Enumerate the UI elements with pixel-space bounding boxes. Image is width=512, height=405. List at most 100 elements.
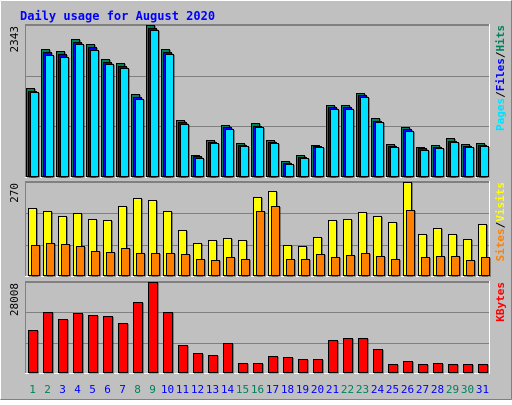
- bar-kbytes: [223, 343, 233, 373]
- bar-kbytes: [253, 363, 263, 373]
- bar-sites: [211, 260, 220, 276]
- day-label: 23: [356, 383, 369, 396]
- bar-kbytes: [73, 313, 83, 373]
- bar-pages: [90, 50, 99, 177]
- bar-kbytes: [103, 316, 113, 373]
- legend: Sites/Visits: [494, 182, 507, 262]
- legend-visits: Visits: [494, 182, 507, 222]
- bar-pages: [135, 99, 144, 177]
- bar-pages: [60, 57, 69, 177]
- legend: KBytes: [494, 282, 507, 322]
- day-label: 4: [74, 383, 81, 396]
- bar-kbytes: [433, 363, 443, 373]
- bar-pages: [360, 97, 369, 177]
- day-label: 26: [401, 383, 414, 396]
- bar-kbytes: [298, 359, 308, 373]
- bar-kbytes: [478, 364, 488, 373]
- bar-pages: [30, 92, 39, 177]
- bar-pages: [300, 158, 309, 177]
- bar-sites: [481, 257, 490, 276]
- bar-kbytes: [388, 364, 398, 373]
- bar-sites: [31, 245, 40, 276]
- day-label: 18: [281, 383, 294, 396]
- day-label: 5: [89, 383, 96, 396]
- bar-kbytes: [148, 282, 158, 373]
- day-label: 22: [341, 383, 354, 396]
- bar-sites: [226, 257, 235, 276]
- bar-sites: [376, 256, 385, 276]
- bar-kbytes: [88, 315, 98, 373]
- bar-kbytes: [268, 356, 278, 373]
- legend-pages: Pages: [494, 98, 507, 131]
- day-label: 20: [311, 383, 324, 396]
- bar-sites: [286, 259, 295, 276]
- day-label: 16: [251, 383, 264, 396]
- day-label: 13: [206, 383, 219, 396]
- bar-pages: [285, 164, 294, 177]
- bar-pages: [405, 131, 414, 177]
- bar-pages: [420, 150, 429, 177]
- bar-kbytes: [118, 323, 128, 373]
- bar-pages: [180, 124, 189, 177]
- day-label: 10: [161, 383, 174, 396]
- bar-kbytes: [313, 359, 323, 373]
- legend-separator: /: [494, 221, 507, 228]
- bar-pages: [330, 109, 339, 177]
- max-label: 270: [8, 183, 21, 203]
- bar-sites: [91, 251, 100, 276]
- bar-pages: [480, 146, 489, 177]
- bar-sites: [316, 254, 325, 276]
- bar-pages: [240, 146, 249, 177]
- bar-kbytes: [163, 312, 173, 373]
- bar-sites: [256, 211, 265, 276]
- bar-sites: [166, 253, 175, 276]
- bar-kbytes: [343, 338, 353, 373]
- day-label: 29: [446, 383, 459, 396]
- bar-pages: [375, 122, 384, 177]
- day-label: 14: [221, 383, 235, 396]
- legend: Pages/Files/Hits: [494, 25, 507, 131]
- bar-kbytes: [58, 319, 68, 373]
- bar-sites: [61, 244, 70, 276]
- bar-kbytes: [403, 361, 413, 373]
- bar-pages: [345, 109, 354, 177]
- legend-separator: /: [494, 91, 507, 98]
- bar-pages: [45, 55, 54, 177]
- day-labels: 1 2 3 4 5 6 7 8 9 10 11 12 13 14 15 16 17 18 19 20 21 22 23 24 2…: [29, 383, 489, 396]
- bar-sites: [466, 260, 475, 276]
- legend-separator: /: [494, 51, 507, 58]
- bar-kbytes: [328, 340, 338, 373]
- day-label: 6: [104, 383, 111, 396]
- bar-sites: [46, 243, 55, 276]
- day-label: 28: [431, 383, 444, 396]
- bar-kbytes: [43, 312, 53, 373]
- bar-sites: [451, 256, 460, 276]
- bar-sites: [241, 259, 250, 276]
- day-label: 24: [371, 383, 385, 396]
- bar-sites: [406, 210, 415, 276]
- day-label: 27: [416, 383, 429, 396]
- day-label: 12: [191, 383, 204, 396]
- bar-sites: [436, 256, 445, 276]
- day-label: 15: [236, 383, 249, 396]
- bar-sites: [76, 246, 85, 276]
- bar-pages: [195, 158, 204, 177]
- bar-kbytes: [178, 345, 188, 373]
- chart-panels: 2343Pages/Files/Hits270Sites/Visits28008…: [8, 24, 507, 374]
- bar-kbytes: [193, 353, 203, 373]
- bar-pages: [225, 129, 234, 177]
- bar-pages: [270, 143, 279, 177]
- bar-sites: [301, 259, 310, 276]
- bar-sites: [361, 253, 370, 276]
- day-label: 19: [296, 383, 309, 396]
- bar-sites: [421, 257, 430, 276]
- bar-pages: [315, 147, 324, 177]
- bar-sites: [181, 254, 190, 276]
- bar-kbytes: [373, 349, 383, 373]
- day-label: 3: [59, 383, 66, 396]
- bar-sites: [331, 257, 340, 276]
- day-label: 25: [386, 383, 399, 396]
